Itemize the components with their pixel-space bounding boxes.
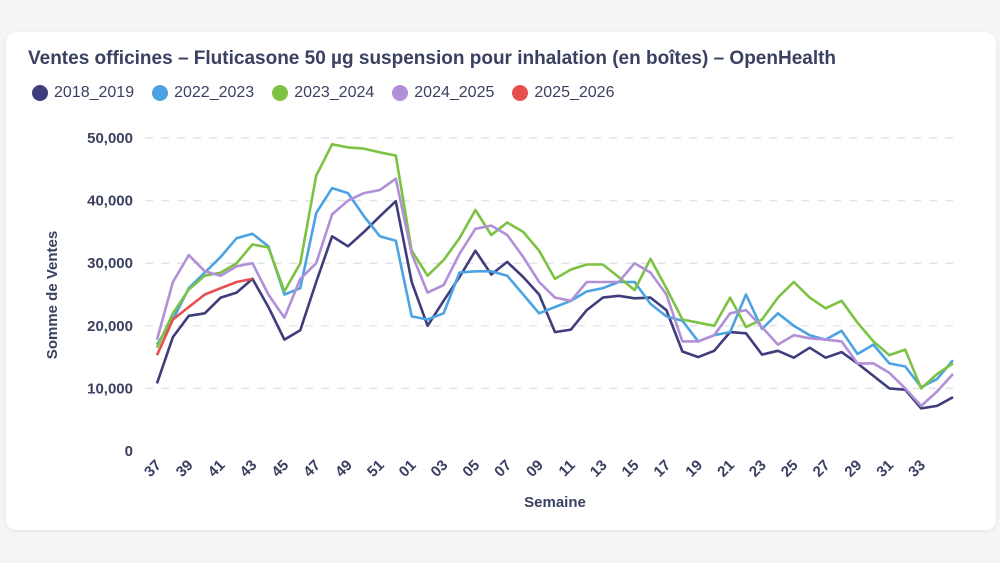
x-tick-label: 37 bbox=[141, 457, 165, 481]
series-line-2018_2019 bbox=[155, 199, 954, 410]
x-tick-label: 03 bbox=[428, 457, 452, 481]
x-tick-label: 41 bbox=[205, 457, 229, 481]
x-tick-label: 47 bbox=[300, 457, 324, 481]
legend-item[interactable]: 2024_2025 bbox=[392, 84, 494, 102]
legend-label: 2023_2024 bbox=[294, 84, 375, 101]
x-tick-label: 19 bbox=[682, 457, 706, 481]
chart-card bbox=[6, 32, 996, 530]
x-tick-label: 15 bbox=[619, 457, 643, 481]
x-tick-label: 07 bbox=[491, 457, 515, 481]
y-axis-label: Somme de Ventes bbox=[44, 231, 61, 359]
series-line-2024_2025 bbox=[155, 177, 954, 408]
x-tick-label: 49 bbox=[332, 457, 356, 481]
legend-item[interactable]: 2025_2026 bbox=[512, 84, 614, 102]
x-tick-label: 39 bbox=[173, 457, 197, 481]
x-tick-label: 17 bbox=[650, 457, 674, 481]
y-tick-label: 30,000 bbox=[87, 255, 133, 272]
series-line-2023_2024 bbox=[155, 143, 954, 390]
x-axis-label: Semaine bbox=[524, 494, 586, 511]
x-tick-label: 45 bbox=[268, 457, 292, 481]
y-tick-label: 0 bbox=[125, 443, 133, 460]
x-tick-label: 11 bbox=[556, 457, 579, 480]
series-line-2022_2023 bbox=[155, 186, 954, 389]
legend-dot-icon bbox=[32, 85, 48, 101]
legend-dot-icon bbox=[512, 85, 529, 101]
x-tick-label: 05 bbox=[459, 457, 483, 481]
x-tick-label: 31 bbox=[873, 457, 897, 481]
y-tick-label: 20,000 bbox=[87, 318, 133, 335]
legend: 2018_2019 2022_2023 2023_2024 2024_2025 2025… bbox=[32, 84, 614, 102]
x-tick-label: 33 bbox=[905, 457, 929, 481]
series-line-2025_2026 bbox=[155, 277, 253, 356]
x-tick-label: 01 bbox=[396, 457, 420, 481]
legend-dot-icon bbox=[152, 85, 169, 101]
legend-label: 2018_2019 bbox=[54, 84, 135, 101]
x-tick-label: 27 bbox=[810, 457, 834, 481]
x-tick-label: 29 bbox=[841, 457, 865, 481]
legend-label: 2024_2025 bbox=[414, 84, 495, 101]
legend-label: 2025_2026 bbox=[534, 84, 615, 101]
legend-dot-icon bbox=[392, 85, 409, 101]
x-tick-label: 13 bbox=[587, 457, 611, 481]
x-tick-label: 51 bbox=[364, 457, 388, 481]
chart-title: Ventes officines – Fluticasone 50 µg sus… bbox=[28, 48, 837, 69]
legend-item[interactable]: 2018_2019 bbox=[32, 84, 134, 102]
x-tick-label: 43 bbox=[237, 457, 261, 481]
x-tick-label: 09 bbox=[523, 457, 547, 481]
x-tick-label: 25 bbox=[778, 457, 802, 481]
legend-label: 2022_2023 bbox=[174, 84, 255, 101]
y-tick-label: 50,000 bbox=[87, 130, 133, 147]
legend-item[interactable]: 2022_2023 bbox=[152, 84, 254, 102]
y-tick-label: 10,000 bbox=[87, 380, 133, 397]
x-tick-label: 23 bbox=[746, 457, 770, 481]
legend-item[interactable]: 2023_2024 bbox=[272, 84, 374, 102]
x-tick-label: 21 bbox=[714, 457, 738, 481]
legend-dot-icon bbox=[272, 85, 289, 101]
y-tick-label: 40,000 bbox=[87, 193, 133, 210]
